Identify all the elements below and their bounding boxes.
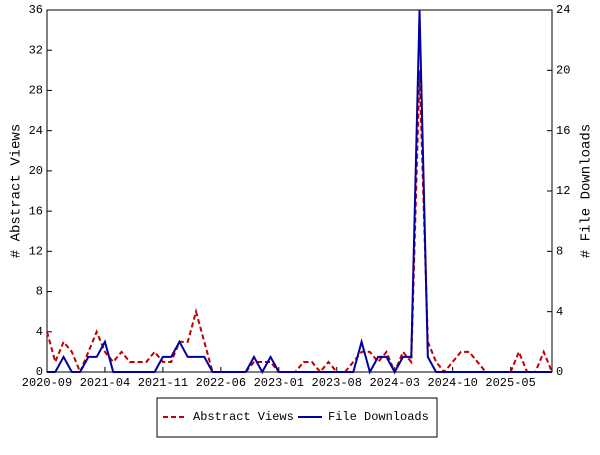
x-tick-label: 2024-03	[369, 376, 419, 390]
y2-tick-label: 20	[556, 64, 570, 78]
x-tick-label: 2021-11	[138, 376, 188, 390]
y-tick-label: 36	[29, 3, 43, 17]
x-tick-label: 2020-09	[22, 376, 72, 390]
y2-tick-label: 4	[556, 305, 563, 319]
legend-label: Abstract Views	[193, 410, 294, 424]
x-tick-label: 2024-10	[427, 376, 477, 390]
legend-label: File Downloads	[328, 410, 429, 424]
y-tick-label: 4	[36, 325, 43, 339]
legend-box	[156, 397, 438, 438]
series-line	[46, 70, 553, 375]
y2-tick-label: 24	[556, 3, 570, 17]
y-tick-label: 0	[36, 365, 43, 379]
x-tick-label: 2025-05	[485, 376, 535, 390]
y-tick-label: 32	[29, 43, 43, 57]
y2-tick-label: 12	[556, 184, 570, 198]
y-tick-label: 28	[29, 84, 43, 98]
y-tick-label: 8	[36, 285, 43, 299]
y-axis-label: # Abstract Views	[9, 124, 25, 258]
y-tick-label: 20	[29, 164, 43, 178]
x-tick-label: 2021-04	[80, 376, 130, 390]
y-tick-label: 12	[29, 245, 43, 259]
y2-tick-label: 8	[556, 245, 563, 259]
y-tick-label: 16	[29, 204, 43, 218]
y2-tick-label: 0	[556, 365, 563, 379]
x-tick-label: 2023-01	[254, 376, 304, 390]
x-tick-label: 2023-08	[312, 376, 362, 390]
y2-tick-label: 16	[556, 124, 570, 138]
y2-axis-label: # File Downloads	[579, 124, 595, 258]
y-tick-label: 24	[29, 124, 43, 138]
plot-frame	[46, 9, 553, 373]
x-tick-label: 2022-06	[196, 376, 246, 390]
series-line	[47, 9, 552, 375]
